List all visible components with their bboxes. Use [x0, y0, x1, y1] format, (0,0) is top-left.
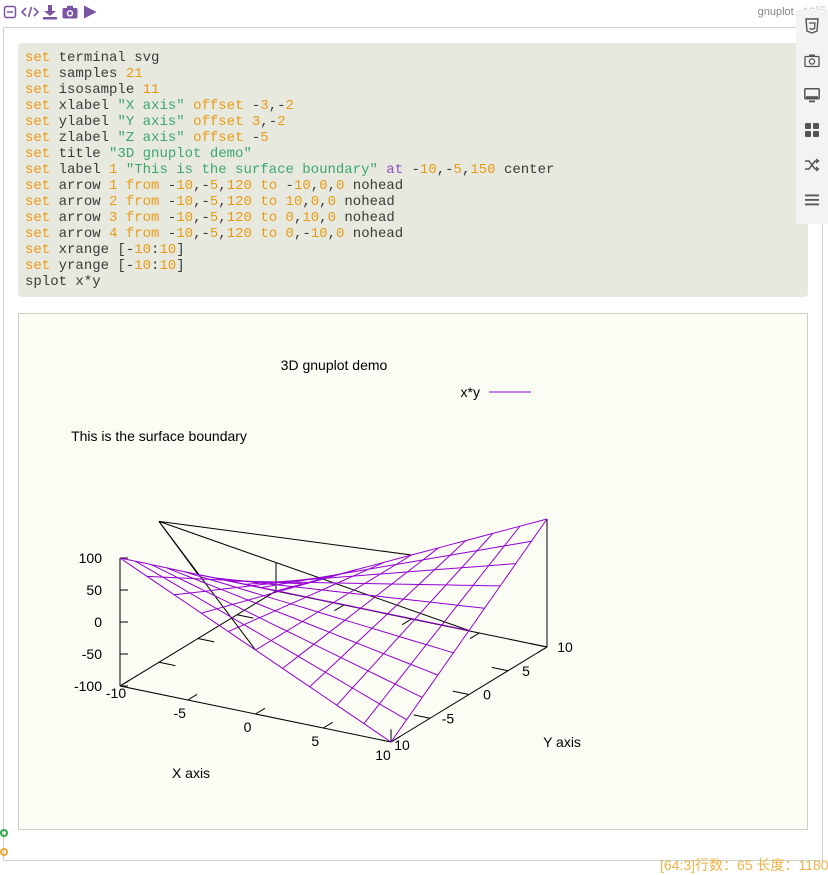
y-tick-label: 0 — [483, 687, 491, 703]
gutter-marker-green[interactable] — [0, 829, 8, 837]
z-tick-label: -100 — [74, 678, 102, 694]
surface-line-y — [135, 560, 407, 721]
code-line: set xrange [-10:10] — [25, 242, 185, 258]
z-tick-label: -50 — [82, 646, 102, 662]
surface-line-y — [260, 540, 532, 589]
surface-mesh — [119, 518, 548, 743]
code-line: set isosample 11 — [25, 82, 160, 98]
surface-line-y — [150, 564, 423, 698]
css-icon[interactable] — [801, 16, 823, 37]
y-tick — [452, 690, 470, 695]
x-tick — [255, 707, 266, 715]
plot-output: 100 50 0 -50 -100 -10 -5 0 5 10 -5 0 5 10 10 3D gnuplo… — [18, 313, 808, 830]
plot-title: 3D gnuplot demo — [281, 357, 388, 373]
y-tick-back — [158, 661, 176, 667]
collapse-icon[interactable] — [0, 2, 20, 22]
legend-label: x*y — [461, 384, 480, 400]
code-line: set arrow 4 from -10,-5,120 to 0,-10,0 n… — [25, 226, 404, 242]
boundary-label: This is the surface boundary — [71, 428, 247, 444]
code-line: set arrow 3 from -10,-5,120 to 0,10,0 no… — [25, 210, 395, 226]
arrow-line-4 — [158, 521, 256, 651]
y-tick — [530, 643, 548, 648]
plot-frame — [119, 519, 548, 743]
z-tick-label: 100 — [79, 550, 103, 566]
camera-icon[interactable] — [60, 2, 80, 22]
gutter-marker-orange[interactable] — [0, 848, 8, 856]
x-tick — [119, 679, 130, 687]
surface-line-y — [197, 574, 470, 631]
y-tick-label: 10 — [557, 639, 573, 655]
x-tick-back — [537, 646, 548, 654]
download-icon[interactable] — [40, 2, 60, 22]
code-line: set xlabel "X axis" offset -3,-2 — [25, 98, 294, 114]
y-axis-label: Y axis — [543, 734, 581, 750]
y-tick-label: 5 — [522, 663, 530, 679]
run-icon[interactable] — [80, 2, 100, 22]
menu-icon[interactable] — [801, 189, 823, 210]
surface-line-y — [119, 557, 392, 743]
x-axis-label: X axis — [172, 765, 210, 781]
y-tick-back — [236, 614, 254, 619]
code-line: splot x*y — [25, 274, 101, 290]
surface-line-y — [166, 567, 438, 676]
x-tick-label: -10 — [106, 685, 126, 701]
monitor-icon[interactable] — [801, 85, 823, 106]
arrows — [158, 520, 470, 651]
x-tick-back — [334, 604, 345, 612]
x-tick — [323, 721, 333, 729]
x-tick-label: 0 — [244, 719, 252, 735]
code-icon[interactable] — [20, 2, 40, 22]
arrow-line-2 — [158, 520, 470, 631]
z-tick-label: 0 — [94, 614, 102, 630]
y-tick-label: -5 — [442, 710, 455, 726]
surface-line-y — [275, 518, 548, 592]
side-toolbar — [796, 10, 828, 224]
status-bar: [64:3]行数：65 长度：1180 — [660, 857, 828, 873]
grid-icon[interactable] — [801, 120, 823, 141]
z-tick-label: 50 — [86, 582, 102, 598]
y-tick-label: 10 — [394, 737, 410, 753]
code-line: set arrow 2 from -10,-5,120 to 10,0,0 no… — [25, 194, 395, 210]
y-tick-back — [197, 638, 215, 643]
cell-frame — [3, 27, 823, 861]
screenshot-icon[interactable] — [801, 51, 823, 72]
code-line: set ylabel "Y axis" offset 3,-2 — [25, 114, 286, 130]
code-line: set label 1 "This is the surface boundar… — [25, 162, 555, 178]
arrow-line-3 — [158, 520, 412, 556]
x-tick-label: 10 — [375, 747, 391, 763]
x-tick — [390, 735, 401, 743]
x-tick-back — [469, 632, 480, 640]
code-line: set yrange [-10:10] — [25, 258, 185, 274]
x-tick-label: 5 — [311, 733, 319, 749]
x-tick-label: -5 — [174, 705, 187, 721]
cell-toolbar — [0, 2, 100, 22]
code-editor[interactable]: set terminal svg set samples 21 set isosam… — [18, 43, 808, 297]
shuffle-icon[interactable] — [801, 155, 823, 176]
y-tick — [491, 666, 509, 672]
x-tick-back — [401, 618, 412, 626]
surface-line-y — [182, 570, 454, 654]
code-line: set zlabel "Z axis" offset -5 — [25, 130, 269, 146]
y-tick — [413, 714, 431, 719]
code-line: set terminal svg — [25, 50, 160, 66]
mode-label: gnuplot — [757, 6, 794, 18]
code-line: set title "3D gnuplot demo" — [25, 146, 252, 162]
code-line: set samples 21 — [25, 66, 143, 82]
surface-line-y — [244, 563, 516, 585]
x-tick — [187, 693, 198, 701]
code-line: set arrow 1 from -10,-5,120 to -10,0,0 n… — [25, 178, 404, 194]
